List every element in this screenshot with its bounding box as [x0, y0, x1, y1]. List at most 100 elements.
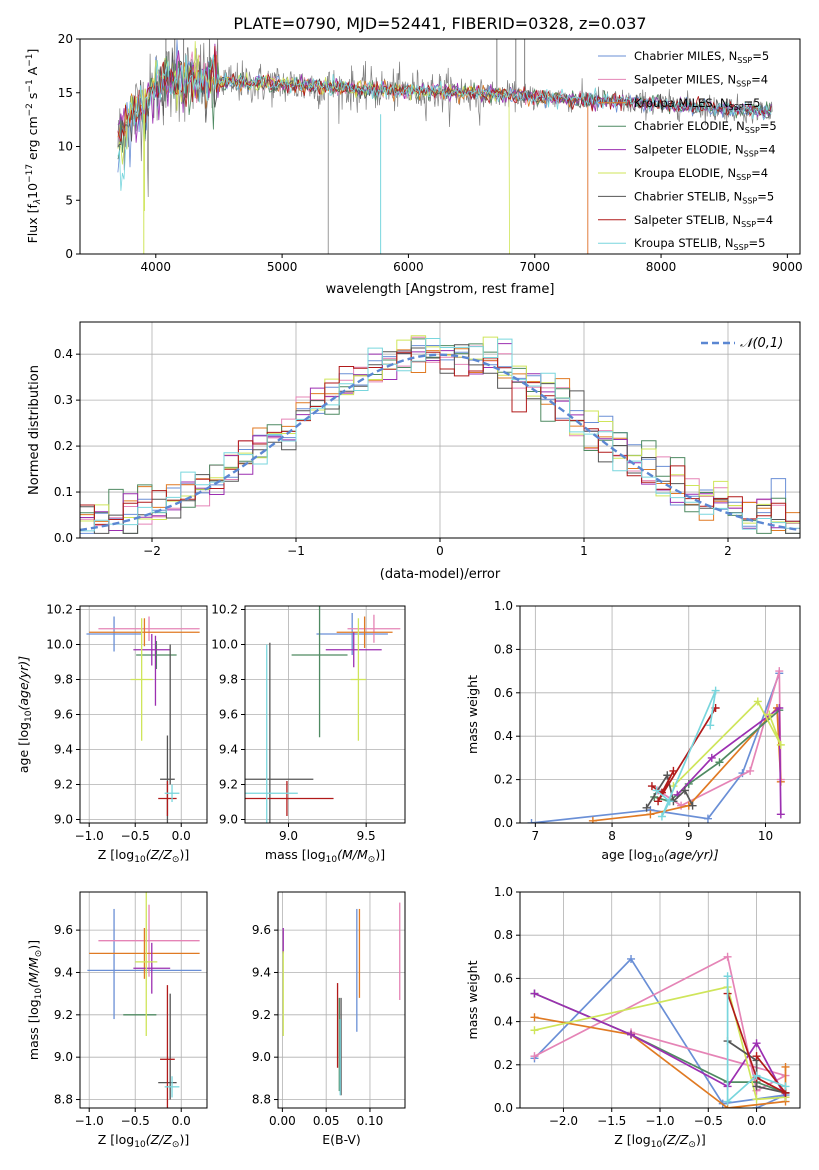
z_weight-marker-kroupa_stelib — [723, 972, 732, 981]
mass_age-grid — [245, 606, 405, 823]
z_weight-panel: −2.0 −1.5 −1.0 −0.5 0.0 0.0 0.2 0.4 0.6 0.8 1.0 Z [… — [465, 885, 801, 1150]
z_weight-xlabel-rest: (Z/Z — [662, 1132, 689, 1147]
z_weight-plot-area — [530, 952, 790, 1108]
z_weight-xlabel-sun: ⊙ — [688, 1140, 696, 1150]
spectrum-ytick-label: 10 — [58, 140, 73, 154]
ylabel-part: ] — [25, 49, 40, 54]
mass_age-xlabel-main: mass [log — [265, 847, 326, 862]
z_age-ytick-label: 9.4 — [54, 743, 73, 757]
ebv_mass-xtick-label: 0.05 — [313, 1114, 340, 1128]
figure-title: PLATE=0790, MJD=52441, FIBERID=0328, z=0… — [233, 14, 646, 33]
legend-label-salpeter_elodie: Salpeter ELODIE, NSSP=4 — [634, 143, 776, 159]
age_weight-xlabel: age [log10(age/yr)] — [601, 847, 718, 865]
z_age-ytick-label: 10.2 — [46, 603, 73, 617]
z_weight-ytick-label: 0.0 — [494, 1101, 513, 1115]
spectrum-xtick-label: 9000 — [772, 260, 803, 274]
legend-label-value: =5 — [749, 236, 766, 250]
age_weight-xtick-label: 7 — [532, 829, 540, 843]
z_weight-ylabel: mass weight — [465, 960, 480, 1039]
legend-label-sub: SSP — [741, 220, 756, 229]
legend-label-text: Salpeter MILES, N — [634, 72, 736, 86]
legend-label-text: Kroupa STELIB, N — [634, 236, 734, 250]
age_weight-xtick-label: 8 — [608, 829, 616, 843]
residuals-xtick-label: 0 — [436, 544, 444, 558]
z_age-plot-area — [86, 616, 200, 823]
z_weight-marker-chabrier_stelib — [752, 1082, 761, 1091]
z_mass-ylabel-rest: (M/M — [26, 957, 41, 988]
z_mass-ytick-label: 8.8 — [54, 1093, 73, 1107]
legend-label-text: Kroupa ELODIE, N — [634, 166, 736, 180]
z_age-xlabel-end: )] — [179, 847, 189, 862]
age_weight-plot-area — [527, 667, 785, 823]
z_weight-marker-chabrier_miles — [627, 954, 636, 963]
legend-label-value: =5 — [752, 49, 769, 63]
legend-label-sub: SSP — [736, 173, 751, 182]
z_age-xlabel-main: Z [log — [98, 847, 134, 862]
age_weight-marker-chabrier_elodie — [684, 779, 693, 788]
z_weight-xtick-label: −0.5 — [694, 1114, 723, 1128]
z_mass-xtick-label: −1.0 — [75, 1114, 104, 1128]
legend-label-value: =5 — [744, 96, 761, 110]
z_mass-xlabel-end: )] — [179, 1132, 189, 1147]
residuals-ytick-label: 0.4 — [54, 347, 73, 361]
legend-label-sub: SSP — [736, 79, 751, 88]
spectrum-xlabel: wavelength [Angstrom, rest frame] — [326, 282, 555, 297]
legend-label-value: =4 — [756, 213, 773, 227]
ebv_mass-grid — [278, 892, 405, 1108]
residuals-plot-area — [80, 335, 800, 538]
z_mass-panel: −1.0 −0.5 0.08.89.09.29.49.6Z [log10(Z/Z⊙)… — [26, 891, 208, 1150]
residuals-ylabel: Normed distribution — [27, 365, 42, 495]
age_weight-marker-salpeter_elodie — [775, 703, 784, 712]
z_mass-xlabel-rest: (Z/Z — [146, 1132, 173, 1147]
age_weight-marker-salpeter_stelib — [647, 782, 656, 791]
z_age-frame: −1.0 −0.5 0.0 9.0 9.2 9.4 9.6 9.8 10.0 10.2 Z [log… — [16, 603, 208, 865]
z_mass-xlabel-main: Z [log — [98, 1132, 134, 1147]
legend-label-kroupa_elodie: Kroupa ELODIE, NSSP=4 — [634, 166, 768, 182]
model-spectrum-kroupa_stelib — [117, 54, 772, 191]
z_weight-marker-kroupa_stelib — [723, 1097, 732, 1106]
age_weight-ytick-label: 0.6 — [494, 686, 513, 700]
age_weight-ytick-label: 1.0 — [494, 599, 513, 613]
age_weight-ylabel: mass weight — [465, 675, 480, 754]
age_weight-xtick-label: 9 — [685, 829, 693, 843]
mass_age-ytick-label: 9.4 — [219, 743, 238, 757]
legend-label-chabrier_elodie: Chabrier ELODIE, NSSP=5 — [634, 119, 777, 135]
age_weight-ytick-label: 0.2 — [494, 773, 513, 787]
age_weight-marker-salpeter_stelib — [669, 766, 678, 775]
z_weight-xtick-label: −1.0 — [645, 1114, 674, 1128]
z_weight-marker-salpeter_stelib — [752, 1052, 761, 1061]
z_age-xtick-label: −1.0 — [75, 829, 104, 843]
mass_age-xtick-label: 9.0 — [279, 829, 298, 843]
residuals-xtick-label: 1 — [580, 544, 588, 558]
z_weight-xlabel-main: Z [log — [614, 1132, 650, 1147]
z_weight-marker-salpeter_miles — [530, 1052, 539, 1061]
ylabel-part: λ — [33, 199, 43, 205]
z_weight-marker-salpeter_miles — [723, 952, 732, 961]
spectrum-ytick-label: 15 — [58, 86, 73, 100]
residuals-ytick-label: 0.2 — [54, 439, 73, 453]
z_mass-ylabel-end: )] — [26, 940, 41, 950]
age_weight-ytick-label: 0.0 — [494, 816, 513, 830]
z_mass-ytick-label: 9.0 — [54, 1050, 73, 1064]
z_mass-ylabel-sub: 10 — [34, 988, 44, 1000]
age_weight-xtick-label: 10 — [758, 829, 773, 843]
residuals-xtick-label: −2 — [143, 544, 161, 558]
legend-label-text: Chabrier MILES, N — [634, 49, 737, 63]
ylabel-part: erg cm — [25, 116, 40, 164]
mass_age-panel: 9.0 9.5 9.0 9.2 9.4 9.6 9.8 10.0 10.2 mass [log10… — [211, 603, 406, 865]
z_weight-ytick-label: 0.2 — [494, 1058, 513, 1072]
age_weight-marker-salpeter_elodie — [776, 810, 785, 819]
z_weight-marker-kroupa_miles — [530, 1013, 539, 1022]
legend-label-value: =4 — [751, 72, 768, 86]
z_age-xlabel-rest: (Z/Z — [146, 847, 173, 862]
z_weight-xlabel-end: )] — [696, 1132, 706, 1147]
spectrum-ytick-label: 0 — [65, 247, 73, 261]
legend-label-text: Kroupa MILES, N — [634, 96, 729, 110]
ebv_mass-panel: 0.00 0.05 0.10 8.8 9.0 9.2 9.4 9.6 E(B-V) — [252, 891, 406, 1147]
z_weight-ytick-label: 0.6 — [494, 971, 513, 985]
age_weight-marker-chabrier_stelib — [642, 803, 651, 812]
z_mass-grid — [80, 892, 207, 1108]
z_weight-ytick-label: 0.8 — [494, 928, 513, 942]
mass_age-ytick-label: 9.8 — [219, 673, 238, 687]
